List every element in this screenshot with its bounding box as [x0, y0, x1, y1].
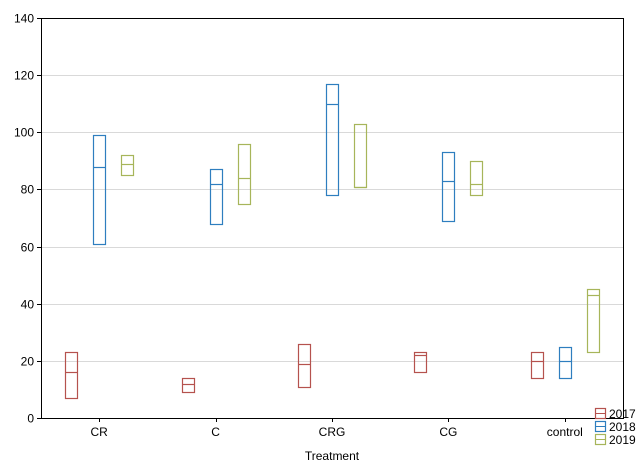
box-2017-CG — [413, 351, 428, 374]
y-tick-label: 80 — [21, 183, 35, 197]
x-axis-title: Treatment — [305, 449, 360, 463]
y-tick-label: 140 — [14, 12, 34, 26]
x-axis-ticks: CR C CRG CG control — [91, 418, 583, 439]
box-range — [120, 154, 135, 177]
box-2018-CRG — [325, 83, 340, 197]
x-tick-label: CRG — [319, 425, 346, 439]
box-range — [558, 346, 573, 380]
y-axis-ticks: 0 20 40 60 80 100 120 140 — [14, 12, 41, 426]
box-range — [441, 151, 456, 223]
box-range — [325, 83, 340, 197]
box-range — [413, 351, 428, 374]
y-tick-label: 60 — [21, 241, 35, 255]
box-2019-CR — [120, 154, 135, 177]
legend-label: 2017 — [609, 407, 636, 421]
y-tick-label: 120 — [14, 69, 34, 83]
box-range — [181, 377, 196, 394]
gridlines — [41, 75, 623, 362]
box-2019-control — [586, 288, 601, 354]
box-range — [92, 134, 107, 246]
y-tick-label: 40 — [21, 298, 35, 312]
box-2017-CRG — [297, 343, 312, 389]
box-2018-CR — [92, 134, 107, 246]
box-range — [353, 123, 368, 189]
box-2017-C — [181, 377, 196, 394]
box-range — [237, 143, 252, 206]
x-tick-label: control — [547, 425, 583, 439]
box-range — [530, 351, 545, 380]
legend-label: 2018 — [609, 420, 636, 434]
legend-label: 2019 — [609, 433, 636, 447]
box-2018-control — [558, 346, 573, 380]
y-tick-label: 20 — [21, 355, 35, 369]
box-range — [469, 160, 484, 197]
x-tick-label: C — [211, 425, 220, 439]
y-tick-label: 0 — [27, 412, 34, 426]
box-2019-C — [237, 143, 252, 206]
box-range — [297, 343, 312, 389]
x-tick-label: CG — [439, 425, 457, 439]
y-tick-label: 100 — [14, 126, 34, 140]
box-2019-CRG — [353, 123, 368, 189]
box-series — [64, 83, 601, 400]
box-2017-CR — [64, 351, 79, 400]
box-range — [209, 168, 224, 226]
plot-frame — [41, 18, 624, 419]
box-2018-C — [209, 168, 224, 226]
legend-item-2018: 2018 — [594, 420, 636, 434]
box-range — [586, 288, 601, 354]
box-2017-control — [530, 351, 545, 380]
legend-item-2019: 2019 — [594, 433, 636, 447]
box-2019-CG — [469, 160, 484, 197]
box-2018-CG — [441, 151, 456, 223]
legend-item-2017: 2017 — [594, 407, 636, 421]
box-range — [64, 351, 79, 400]
x-tick-label: CR — [91, 425, 109, 439]
